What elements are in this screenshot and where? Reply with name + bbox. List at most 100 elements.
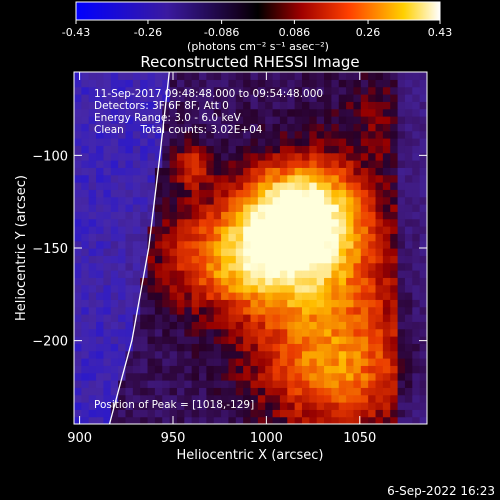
heatmap-cell — [368, 240, 377, 249]
heatmap-cell — [309, 409, 318, 418]
heatmap-cell — [88, 211, 97, 220]
heatmap-cell — [257, 321, 266, 330]
heatmap-cell — [206, 328, 215, 337]
heatmap-cell — [338, 123, 347, 132]
heatmap-cell — [265, 167, 274, 176]
heatmap-cell — [412, 174, 421, 183]
heatmap-cell — [154, 321, 163, 330]
heatmap-cell — [169, 306, 178, 315]
heatmap-cell — [96, 402, 105, 410]
heatmap-cell — [88, 350, 97, 359]
heatmap-cell — [228, 387, 237, 396]
heatmap-cell — [287, 240, 296, 249]
heatmap-cell — [390, 152, 399, 161]
heatmap-cell — [132, 358, 141, 366]
heatmap-cell — [243, 204, 252, 212]
heatmap-cell — [294, 174, 303, 183]
heatmap-cell — [250, 145, 259, 154]
heatmap-cell — [147, 314, 156, 322]
heatmap-cell — [147, 372, 156, 381]
heatmap-cell — [250, 328, 259, 337]
heatmap-cell — [213, 380, 222, 388]
heatmap-cell — [176, 138, 185, 146]
heatmap-cell — [346, 211, 355, 220]
heatmap-cell — [375, 402, 384, 410]
heatmap-cell — [294, 306, 303, 315]
heatmap-cell — [103, 380, 112, 388]
heatmap-cell — [228, 174, 237, 183]
heatmap-cell — [147, 292, 156, 300]
heatmap-cell — [375, 365, 384, 374]
heatmap-cell — [184, 321, 193, 330]
heatmap-cell — [301, 292, 310, 300]
heatmap-cell — [346, 174, 355, 183]
heatmap-cell — [110, 262, 119, 271]
heatmap-cell — [81, 182, 90, 190]
heatmap-cell — [265, 372, 274, 381]
heatmap-cell — [309, 211, 318, 220]
heatmap-cell — [96, 321, 105, 330]
heatmap-cell — [110, 196, 119, 205]
heatmap-cell — [419, 306, 427, 315]
heatmap-cell — [360, 416, 369, 424]
heatmap-cell — [272, 358, 281, 366]
heatmap-cell — [228, 196, 237, 205]
heatmap-cell — [235, 167, 244, 176]
heatmap-cell — [206, 350, 215, 359]
heatmap-cell — [221, 218, 230, 227]
heatmap-cell — [257, 314, 266, 322]
heatmap-cell — [132, 255, 141, 264]
heatmap-cell — [228, 204, 237, 212]
heatmap-cell — [103, 350, 112, 359]
heatmap-cell — [154, 284, 163, 293]
heatmap-cell — [243, 130, 252, 139]
heatmap-cell — [301, 328, 310, 337]
heatmap-cell — [206, 394, 215, 403]
heatmap-cell — [419, 233, 427, 242]
heatmap-cell — [287, 94, 296, 102]
heatmap-cell — [250, 138, 259, 146]
heatmap-cell — [250, 196, 259, 205]
heatmap-cell — [353, 387, 362, 396]
heatmap-cell — [375, 145, 384, 154]
heatmap-cell — [118, 416, 127, 424]
heatmap-cell — [360, 86, 369, 95]
heatmap-cell — [88, 387, 97, 396]
heatmap-cell — [390, 387, 399, 396]
heatmap-cell — [419, 380, 427, 388]
heatmap-cell — [316, 416, 325, 424]
heatmap-cell — [118, 394, 127, 403]
heatmap-cell — [132, 328, 141, 337]
heatmap-cell — [96, 211, 105, 220]
heatmap-cell — [176, 270, 185, 278]
heatmap-cell — [169, 86, 178, 95]
heatmap-cell — [301, 174, 310, 183]
heatmap-cell — [257, 255, 266, 264]
heatmap-cell — [147, 387, 156, 396]
y-tick-label: −150 — [32, 242, 68, 257]
heatmap-cell — [257, 277, 266, 286]
heatmap-cell — [118, 233, 127, 242]
heatmap-cell — [169, 101, 178, 110]
heatmap-cell — [96, 218, 105, 227]
heatmap-cell — [287, 152, 296, 161]
heatmap-cell — [412, 86, 421, 95]
heatmap-cell — [118, 402, 127, 410]
heatmap-cell — [243, 277, 252, 286]
heatmap-cell — [368, 321, 377, 330]
heatmap-cell — [88, 116, 97, 124]
heatmap-cell — [125, 372, 134, 381]
x-tick-label: 950 — [161, 431, 186, 446]
heatmap-cell — [169, 72, 178, 80]
heatmap-cell — [221, 94, 230, 102]
heatmap-cell — [390, 116, 399, 124]
heatmap-cell — [397, 394, 406, 403]
heatmap-cell — [419, 248, 427, 256]
heatmap-cell — [257, 343, 266, 352]
heatmap-cell — [206, 196, 215, 205]
heatmap-cell — [301, 218, 310, 227]
heatmap-cell — [324, 86, 332, 95]
heatmap-cell — [81, 380, 90, 388]
heatmap-cell — [287, 321, 296, 330]
heatmap-cell — [191, 174, 200, 183]
